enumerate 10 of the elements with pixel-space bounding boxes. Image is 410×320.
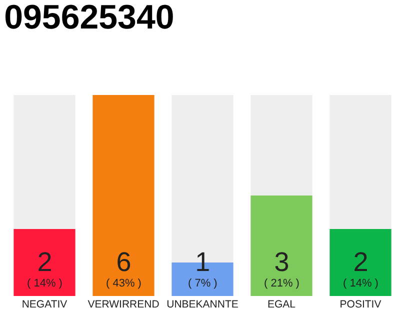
chart-title: 095625340 [4,0,174,37]
x-tick-label: EGAL [267,298,296,310]
x-tick-label: UNBEKANNTE [166,298,238,310]
data-label: 6 ( 43% ) [106,247,142,290]
x-tick-label: POSITIV [340,298,382,310]
data-label: 3 ( 21% ) [264,247,300,290]
data-label: 2 ( 14% ) [343,247,378,290]
x-tick-label: NEGATIV [22,298,68,310]
data-label: 2 ( 14% ) [27,247,62,290]
x-tick-label: VERWIRREND [88,298,160,310]
